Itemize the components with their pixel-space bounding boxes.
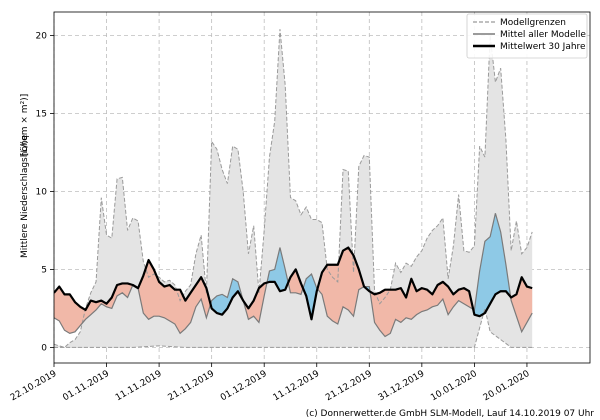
x-tick-label: 01.12.2019 — [219, 369, 269, 404]
x-tick-label: 11.11.2019 — [114, 369, 164, 404]
y-tick-label: 0 — [41, 343, 47, 353]
y-axis-label-main: Mittlere Niederschlagshöhe — [20, 134, 30, 258]
x-axis: 22.10.2019 01.11.2019 11.11.2019 21.11.2019… — [9, 363, 532, 403]
y-axis: 0 5 10 15 20 — [36, 31, 54, 353]
x-tick-label: 22.10.2019 — [9, 369, 59, 404]
plot-frame — [53, 11, 591, 364]
x-tick-label: 21.11.2019 — [167, 369, 217, 404]
y-axis-label-unit: [L/(qm × m²)] — [20, 94, 30, 156]
x-tick-label: 01.11.2019 — [61, 369, 111, 404]
x-tick-label: 20.01.2020 — [482, 369, 532, 404]
y-tick-label: 20 — [36, 31, 48, 41]
legend-label-climate: Mittelwert 30 Jahre — [500, 42, 586, 52]
footer-credit: (c) Donnerwetter.de GmbH SLM-Modell, Lau… — [306, 409, 595, 419]
envelope-area — [54, 29, 533, 348]
drier-than-normal-area — [54, 247, 533, 337]
legend-label-envelope: Modellgrenzen — [500, 18, 566, 28]
y-tick-label: 10 — [36, 187, 48, 197]
x-tick-label: 31.12.2019 — [377, 369, 427, 404]
climate-mean-line — [54, 246, 533, 321]
wetter-than-normal-area — [54, 213, 533, 320]
lines — [54, 29, 533, 348]
y-tick-label: 15 — [36, 109, 47, 119]
legend: Modellgrenzen Mittel aller Modelle Mitte… — [466, 13, 588, 59]
x-tick-label: 11.12.2019 — [272, 369, 322, 404]
x-tick-label: 10.01.2020 — [429, 369, 479, 404]
envelope-lower-line — [54, 308, 533, 348]
y-tick-label: 5 — [41, 265, 47, 275]
x-tick-label: 21.12.2019 — [324, 369, 374, 404]
legend-label-model-mean: Mittel aller Modelle — [500, 30, 586, 40]
legend-box — [466, 13, 588, 59]
areas — [54, 29, 533, 348]
y-axis-label: Mittlere Niederschlagshöhe [L/(qm × m²)] — [20, 94, 30, 258]
